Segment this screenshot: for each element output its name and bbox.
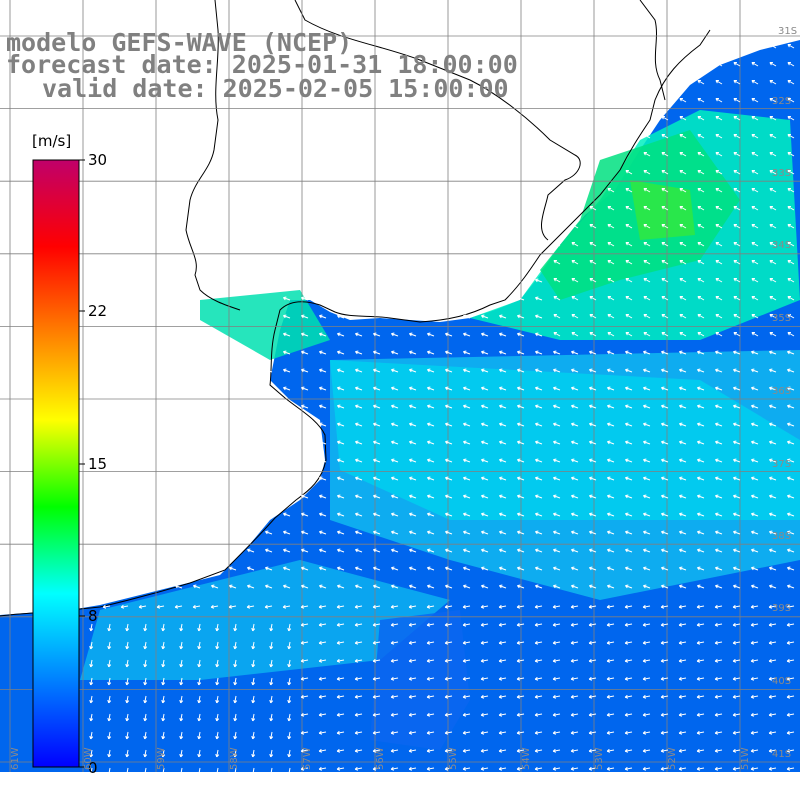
colorbar [32,159,80,768]
lat-label-41s: 41S [772,749,792,760]
wind-arrows [89,43,795,776]
lat-label-35s: 35S [772,313,792,324]
lat-label-38s: 38S [772,531,792,542]
lon-label-57w: 57W [302,747,313,770]
lon-label-53w: 53W [594,747,605,770]
lat-label-33s: 33S [772,168,792,179]
colorbar-tick-30: 30 [88,151,108,169]
lat-label-39s: 39S [772,603,792,614]
lon-label-55w: 55W [448,747,459,770]
wind-speed-patches [80,110,800,750]
coastline [0,29,711,617]
colorbar-tick-0: 0 [88,759,98,777]
title-forecast-date: forecast date: 2025-01-31 18:00:00 [6,50,518,79]
colorbar-tick-8: 8 [88,607,98,625]
border-line [185,0,241,311]
lat-label-37s: 37S [772,459,792,470]
lon-label-58w: 58W [229,747,240,770]
lon-label-56w: 56W [375,747,386,770]
colorbar-unit: [m/s] [32,132,72,150]
border-line [294,0,581,241]
lon-label-59w: 59W [156,747,167,770]
lat-label-36s: 36S [772,386,792,397]
lon-label-54w: 54W [521,747,532,770]
lon-label-60w: 60W [83,747,94,770]
lon-label-61w: 61W [10,747,21,770]
border-line [639,0,666,101]
lat-label-40s: 40S [772,676,792,687]
lat-label-34s: 34S [772,240,792,251]
graticule [0,0,800,772]
lon-label-52w: 52W [667,747,678,770]
lat-label-31s: 31S [778,26,798,37]
colorbar-tick-22: 22 [88,302,108,320]
lat-label-32s: 32S [772,96,792,107]
colorbar-tick-15: 15 [88,455,108,473]
title-model: modelo GEFS-WAVE (NCEP) [6,28,353,57]
lon-label-51w: 51W [740,747,751,770]
title-valid-date: valid date: 2025-02-05 15:00:00 [42,74,509,103]
